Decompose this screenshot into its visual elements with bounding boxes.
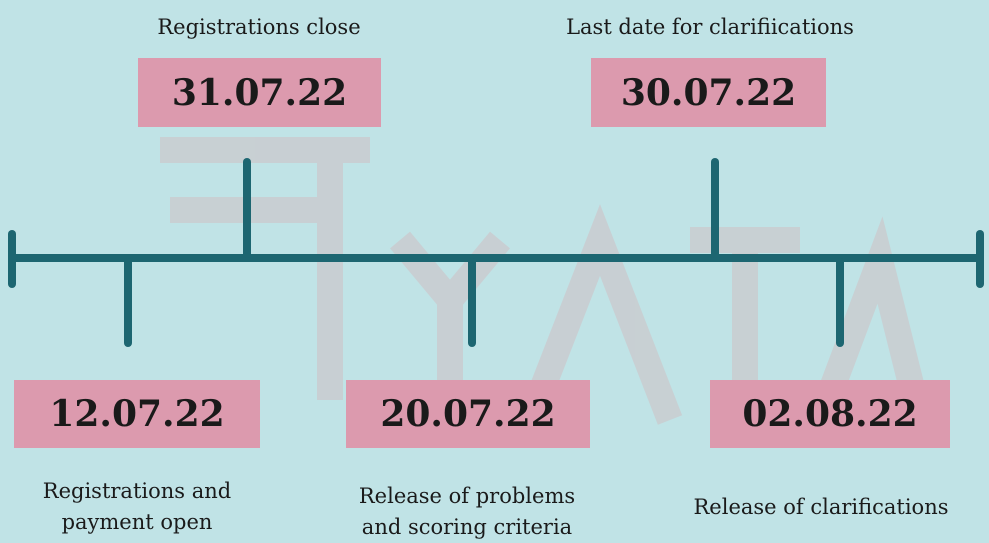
event-label: Last date for clarifiications bbox=[566, 12, 854, 43]
label-line: payment open bbox=[61, 510, 213, 534]
event-label: Registrations and payment open bbox=[43, 476, 231, 538]
label-line: Registrations and bbox=[42, 479, 232, 503]
date-box: 02.08.22 bbox=[710, 380, 950, 448]
date-box: 20.07.22 bbox=[346, 380, 590, 448]
label-line: and scoring criteria bbox=[361, 515, 573, 539]
date-box: 12.07.22 bbox=[14, 380, 260, 448]
event-label: Release of clarifications bbox=[693, 492, 948, 523]
label-line: Registrations close bbox=[157, 15, 361, 39]
event-label: Release of problems and scoring criteria bbox=[359, 481, 575, 543]
label-line: Release of clarifications bbox=[693, 495, 949, 519]
date-box: 31.07.22 bbox=[138, 58, 381, 127]
label-line: Last date for clarifiications bbox=[566, 15, 854, 39]
label-line: Release of problems bbox=[358, 484, 576, 508]
date-box: 30.07.22 bbox=[591, 58, 826, 127]
event-label: Registrations close bbox=[157, 12, 360, 43]
timeline-lines bbox=[8, 158, 984, 347]
